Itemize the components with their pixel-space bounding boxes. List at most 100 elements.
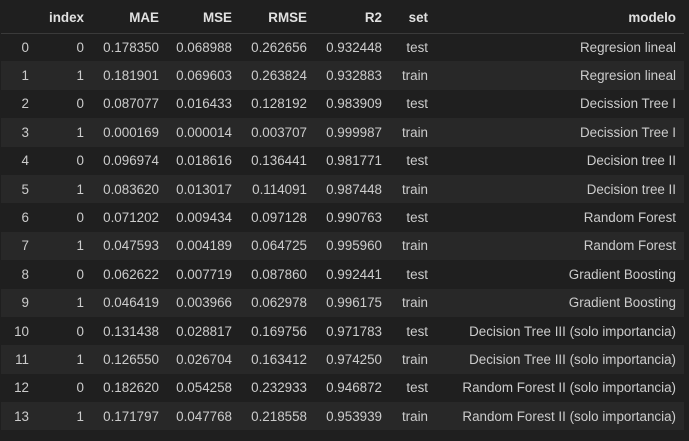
cell-r2: 0.971783 — [315, 317, 390, 345]
table-row: 8 0 0.062622 0.007719 0.087860 0.992441 … — [1, 260, 684, 288]
cell-modelo: Regresion lineal — [436, 33, 684, 61]
cell-r2: 0.996175 — [315, 289, 390, 317]
header-mse: MSE — [167, 3, 240, 33]
row-label: 4 — [1, 147, 37, 175]
row-label: 3 — [1, 118, 37, 146]
cell-modelo: Random Forest — [436, 232, 684, 260]
cell-set: train — [390, 345, 436, 373]
cell-modelo: Random Forest — [436, 203, 684, 231]
cell-modelo: Decission Tree I — [436, 118, 684, 146]
table-row: 1 1 0.181901 0.069603 0.263824 0.932883 … — [1, 61, 684, 89]
cell-modelo: Decision tree II — [436, 175, 684, 203]
cell-r2: 0.983909 — [315, 90, 390, 118]
cell-rmse: 0.003707 — [240, 118, 315, 146]
table-row: 0 0 0.178350 0.068988 0.262656 0.932448 … — [1, 33, 684, 61]
header-row: index MAE MSE RMSE R2 set modelo — [1, 3, 684, 33]
cell-set: test — [390, 203, 436, 231]
cell-index: 0 — [37, 260, 92, 288]
cell-rmse: 0.263824 — [240, 61, 315, 89]
cell-r2: 0.953939 — [315, 402, 390, 430]
cell-mse: 0.007719 — [167, 260, 240, 288]
table-row: 3 1 0.000169 0.000014 0.003707 0.999987 … — [1, 118, 684, 146]
table-body: 0 0 0.178350 0.068988 0.262656 0.932448 … — [1, 33, 684, 430]
row-label: 2 — [1, 90, 37, 118]
cell-rmse: 0.136441 — [240, 147, 315, 175]
cell-set: train — [390, 118, 436, 146]
cell-modelo: Decision Tree III (solo importancia) — [436, 345, 684, 373]
cell-index: 0 — [37, 203, 92, 231]
cell-mae: 0.131438 — [92, 317, 167, 345]
cell-set: test — [390, 374, 436, 402]
table-row: 11 1 0.126550 0.026704 0.163412 0.974250… — [1, 345, 684, 373]
cell-rmse: 0.114091 — [240, 175, 315, 203]
header-row-index — [1, 3, 37, 33]
cell-index: 0 — [37, 374, 92, 402]
cell-modelo: Random Forest II (solo importancia) — [436, 402, 684, 430]
table-row: 2 0 0.087077 0.016433 0.128192 0.983909 … — [1, 90, 684, 118]
cell-index: 0 — [37, 317, 92, 345]
cell-modelo: Decission Tree I — [436, 90, 684, 118]
row-label: 6 — [1, 203, 37, 231]
cell-mse: 0.047768 — [167, 402, 240, 430]
cell-mae: 0.047593 — [92, 232, 167, 260]
cell-r2: 0.932448 — [315, 33, 390, 61]
table-row: 10 0 0.131438 0.028817 0.169756 0.971783… — [1, 317, 684, 345]
cell-mse: 0.016433 — [167, 90, 240, 118]
header-set: set — [390, 3, 436, 33]
table-row: 6 0 0.071202 0.009434 0.097128 0.990763 … — [1, 203, 684, 231]
cell-mae: 0.062622 — [92, 260, 167, 288]
row-label: 5 — [1, 175, 37, 203]
cell-mae: 0.181901 — [92, 61, 167, 89]
row-label: 11 — [1, 345, 37, 373]
row-label: 1 — [1, 61, 37, 89]
cell-index: 1 — [37, 402, 92, 430]
header-mae: MAE — [92, 3, 167, 33]
cell-mse: 0.009434 — [167, 203, 240, 231]
table-row: 5 1 0.083620 0.013017 0.114091 0.987448 … — [1, 175, 684, 203]
cell-modelo: Gradient Boosting — [436, 260, 684, 288]
row-label: 7 — [1, 232, 37, 260]
cell-mse: 0.003966 — [167, 289, 240, 317]
row-label: 8 — [1, 260, 37, 288]
cell-mae: 0.046419 — [92, 289, 167, 317]
row-label: 10 — [1, 317, 37, 345]
cell-mse: 0.068988 — [167, 33, 240, 61]
table-row: 4 0 0.096974 0.018616 0.136441 0.981771 … — [1, 147, 684, 175]
cell-mae: 0.000169 — [92, 118, 167, 146]
cell-index: 0 — [37, 33, 92, 61]
cell-rmse: 0.087860 — [240, 260, 315, 288]
cell-mae: 0.126550 — [92, 345, 167, 373]
cell-rmse: 0.169756 — [240, 317, 315, 345]
cell-modelo: Decision tree II — [436, 147, 684, 175]
cell-modelo: Decision Tree III (solo importancia) — [436, 317, 684, 345]
cell-set: train — [390, 175, 436, 203]
cell-set: train — [390, 289, 436, 317]
cell-r2: 0.981771 — [315, 147, 390, 175]
row-label: 9 — [1, 289, 37, 317]
cell-rmse: 0.128192 — [240, 90, 315, 118]
header-modelo: modelo — [436, 3, 684, 33]
cell-mse: 0.004189 — [167, 232, 240, 260]
cell-set: test — [390, 317, 436, 345]
cell-r2: 0.932883 — [315, 61, 390, 89]
cell-rmse: 0.097128 — [240, 203, 315, 231]
header-index: index — [37, 3, 92, 33]
row-label: 0 — [1, 33, 37, 61]
cell-r2: 0.987448 — [315, 175, 390, 203]
cell-index: 0 — [37, 90, 92, 118]
cell-r2: 0.990763 — [315, 203, 390, 231]
cell-index: 0 — [37, 147, 92, 175]
header-r2: R2 — [315, 3, 390, 33]
cell-index: 1 — [37, 61, 92, 89]
cell-mse: 0.013017 — [167, 175, 240, 203]
cell-set: train — [390, 61, 436, 89]
cell-modelo: Random Forest II (solo importancia) — [436, 374, 684, 402]
cell-index: 1 — [37, 289, 92, 317]
cell-mse: 0.028817 — [167, 317, 240, 345]
cell-mae: 0.171797 — [92, 402, 167, 430]
table-row: 9 1 0.046419 0.003966 0.062978 0.996175 … — [1, 289, 684, 317]
cell-mae: 0.178350 — [92, 33, 167, 61]
cell-r2: 0.995960 — [315, 232, 390, 260]
cell-set: test — [390, 147, 436, 175]
cell-rmse: 0.064725 — [240, 232, 315, 260]
